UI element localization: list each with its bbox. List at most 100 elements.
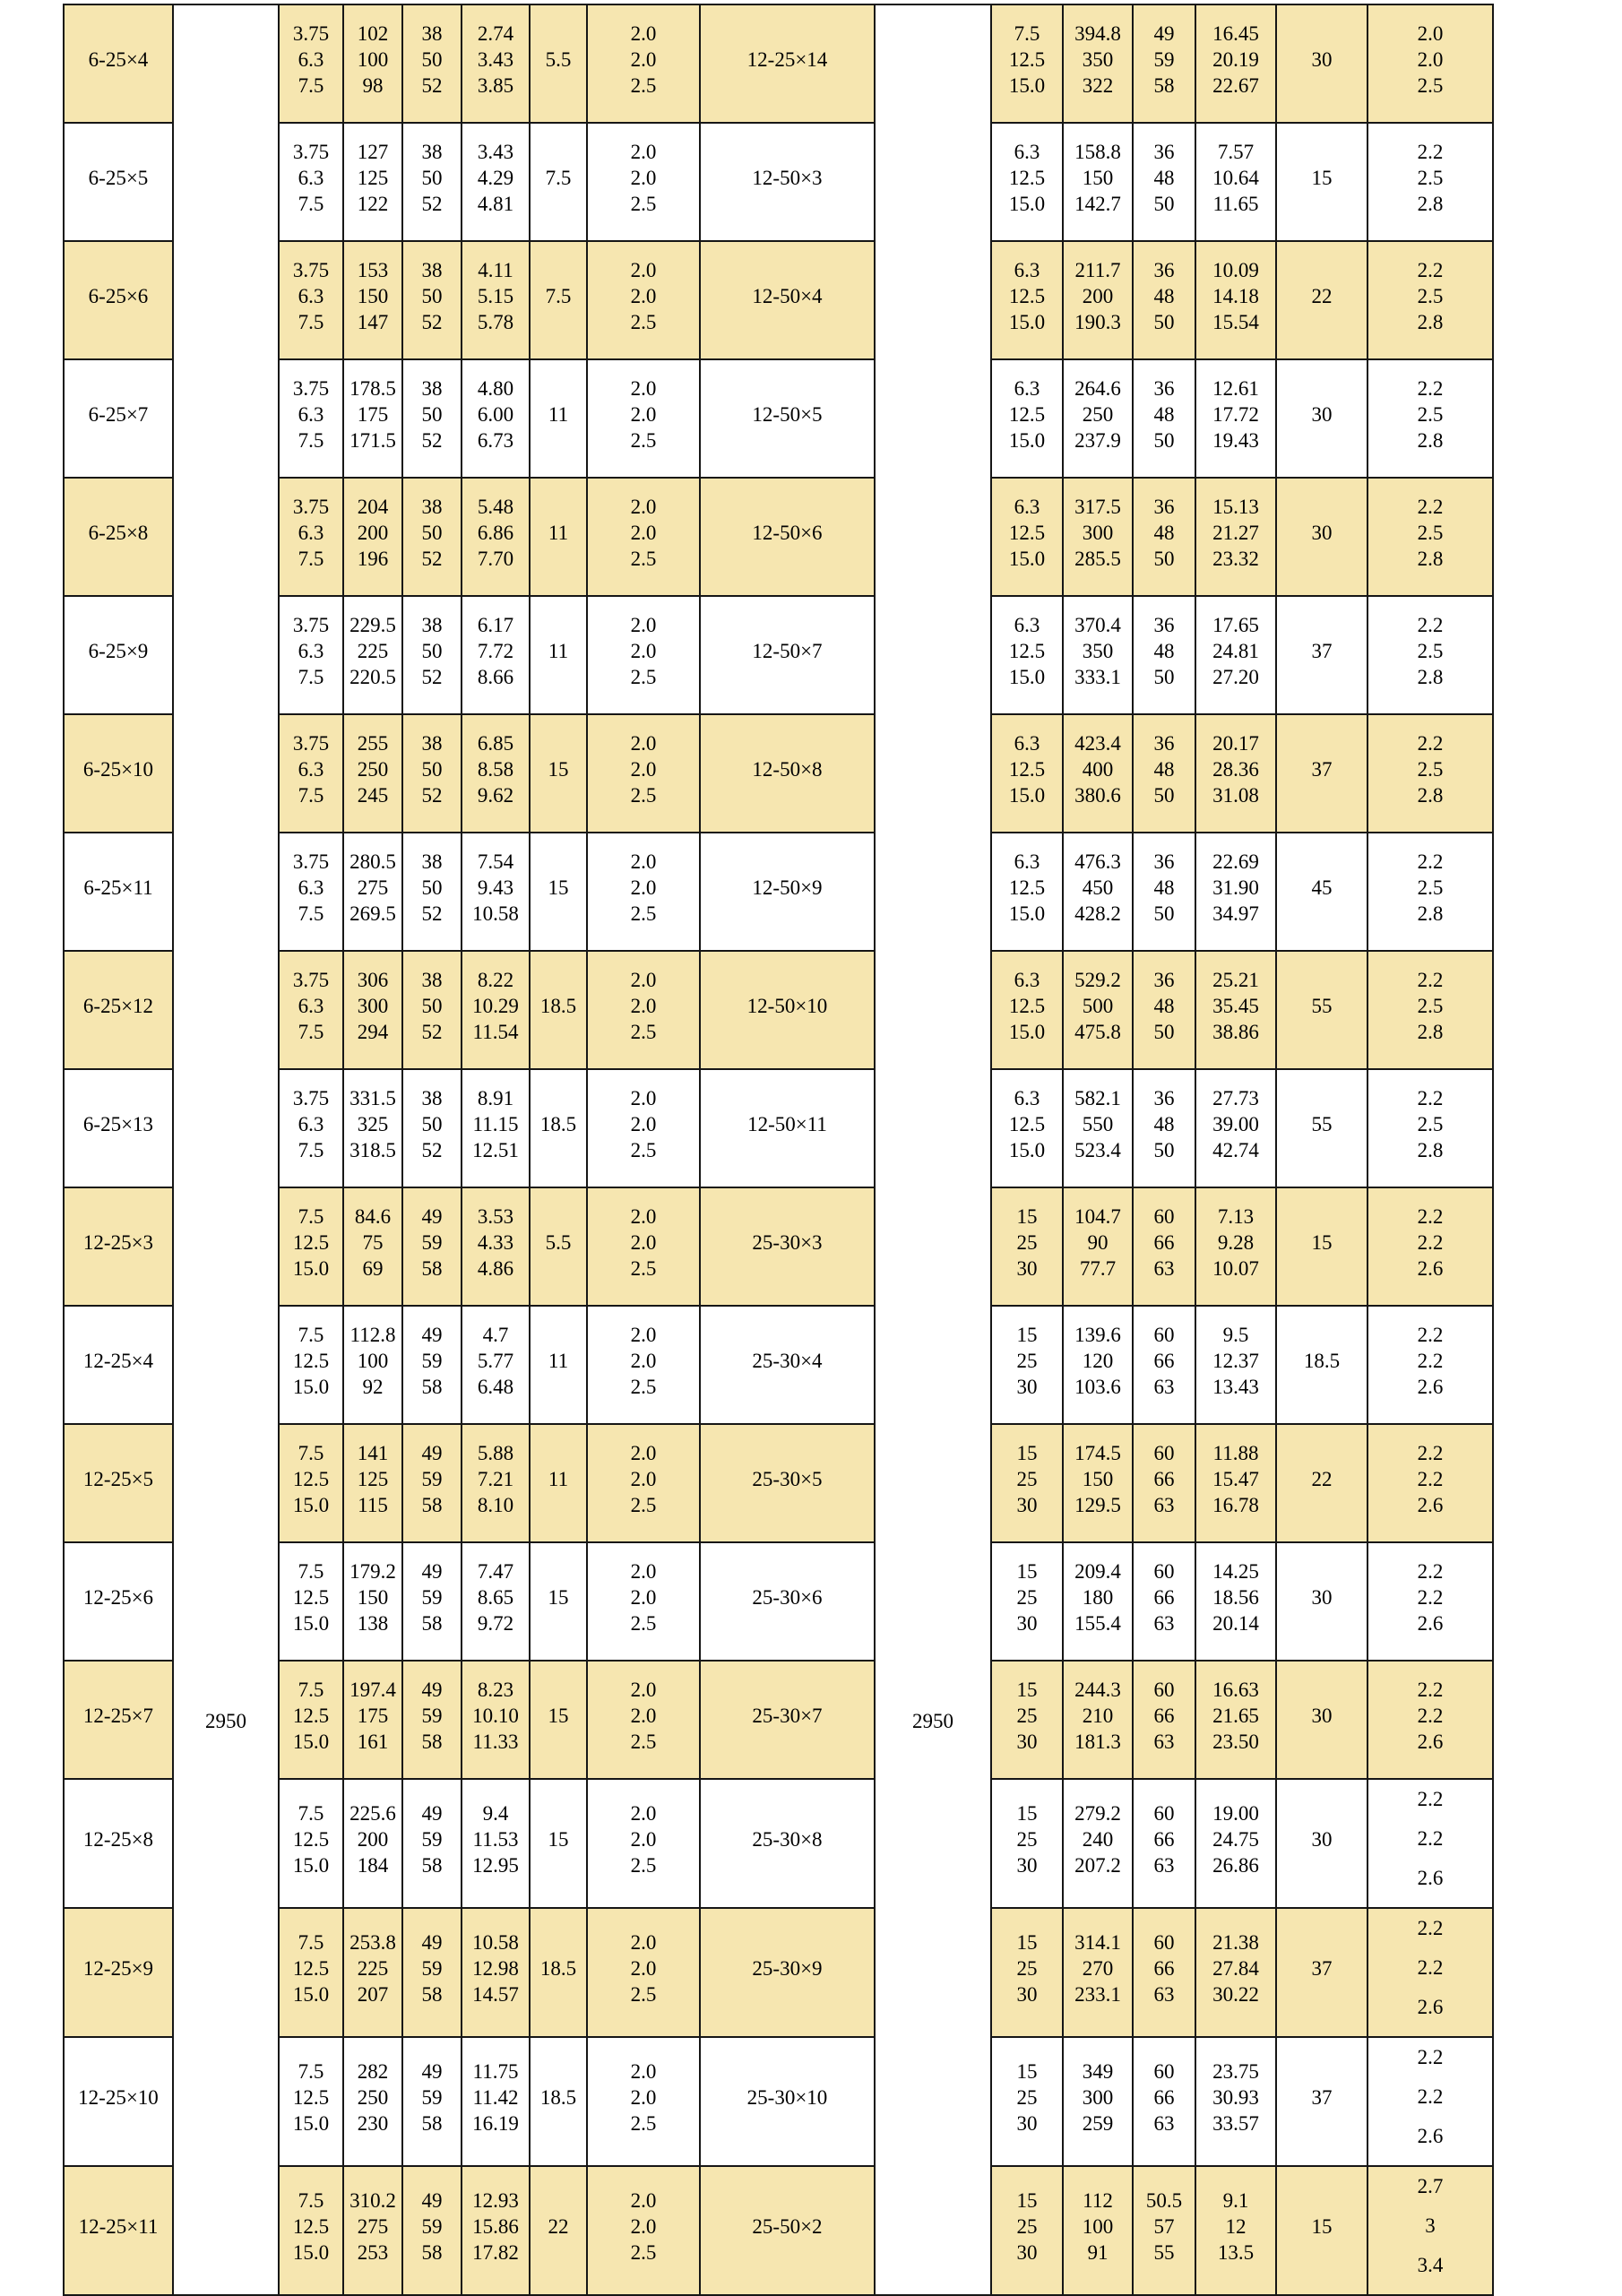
- value-line: 42.74: [1212, 1138, 1259, 1161]
- value-line: 2.2: [1417, 140, 1444, 163]
- npsh-cell: 2.0 2.0 2.5: [586, 1541, 701, 1662]
- value-line: 11.75: [472, 2059, 519, 2083]
- motor-power-cell: 11: [529, 595, 588, 715]
- value-line: 30: [1016, 2240, 1038, 2264]
- power-cell: 10.58 12.98 14.57: [461, 1907, 531, 2038]
- value-line: 60: [1153, 1930, 1175, 1954]
- value-line: 12.93: [472, 2188, 519, 2212]
- value-line: 15.0: [292, 1982, 330, 2006]
- model-cell: 25-30×9: [699, 1907, 876, 2038]
- npsh-cell: 2.0 2.0 2.5: [586, 1068, 701, 1188]
- value-line: 12.5: [1008, 1112, 1046, 1135]
- value-line: 59: [421, 1230, 443, 1254]
- value-line: 2.5: [630, 1611, 657, 1635]
- value-line: 204: [357, 495, 389, 518]
- npsh-cell: 2.0 2.0 2.5: [586, 1660, 701, 1780]
- value-line: 15.0: [292, 2111, 330, 2135]
- value-line: 12.5: [292, 2085, 330, 2109]
- value-line: 2.74: [477, 22, 514, 45]
- value-line: 15.0: [1008, 1020, 1046, 1043]
- value-line: 10.29: [472, 994, 519, 1017]
- flow-cell: 6.3 12.5 15.0: [990, 713, 1064, 833]
- value-line: 3.75: [292, 376, 330, 400]
- value-line: 11.53: [472, 1827, 519, 1851]
- value-line: 2.5: [1417, 876, 1444, 899]
- value-line: 52: [421, 783, 443, 807]
- npsh-cell: 2.0 2.0 2.5: [586, 595, 701, 715]
- value-line: 245: [357, 783, 389, 807]
- value-line: 2.2: [1417, 968, 1444, 991]
- flow-cell: 15 25 30: [990, 1778, 1064, 1909]
- capacity-cell: 127 125 122: [342, 122, 403, 242]
- value-line: 7.54: [477, 850, 514, 873]
- value-line: 59: [421, 1827, 443, 1851]
- value-line: 10.07: [1212, 1256, 1259, 1280]
- value-line: 15.0: [1008, 1138, 1046, 1161]
- speed-value: 2950: [912, 1709, 953, 1732]
- value-line: 196: [357, 547, 389, 570]
- npsh-cell: 2.2 2.5 2.8: [1367, 1068, 1494, 1188]
- value-line: 2.5: [1417, 1112, 1444, 1135]
- head-cell: 60 66 63: [1132, 1778, 1196, 1909]
- value-line: 15: [1016, 1930, 1038, 1954]
- value-line: 2.5: [630, 902, 657, 925]
- head-cell: 49 59 58: [401, 1541, 462, 1662]
- model-cell: 6-25×4: [63, 4, 174, 124]
- value-line: 2.5: [1417, 402, 1444, 426]
- value-line: 9.43: [477, 876, 514, 899]
- table-row: 6-25×6 3.75 6.3 7.5 153 150 147 38 50 52 4.11 5.15 5…: [63, 240, 1494, 360]
- value-line: 2.0: [630, 22, 657, 45]
- value-line: 49: [1153, 22, 1175, 45]
- value-line: 38: [421, 850, 443, 873]
- value-line: 2.0: [630, 47, 657, 71]
- head-cell: 38 50 52: [401, 950, 462, 1070]
- value-line: 38: [421, 258, 443, 281]
- value-line: 4.11: [478, 258, 513, 281]
- value-line: 150: [357, 1585, 389, 1609]
- model-cell: 12-50×9: [699, 832, 876, 952]
- value-line: 2.2: [1417, 1585, 1444, 1609]
- value-line: 161: [357, 1730, 389, 1753]
- value-line: 7.47: [477, 1559, 514, 1583]
- value-line: 12.5: [292, 1230, 330, 1254]
- value-line: 2.5: [1417, 994, 1444, 1017]
- value-line: 158.8: [1074, 140, 1121, 163]
- motor-power-cell: 15: [529, 1660, 588, 1780]
- value-line: 2.0: [630, 140, 657, 163]
- table-row: 6-25×11 3.75 6.3 7.5 280.5 275 269.5 38 50 52 7.54…: [63, 832, 1494, 952]
- capacity-cell: 139.6 120 103.6: [1062, 1305, 1134, 1425]
- value-line: 6.3: [298, 166, 324, 189]
- model-cell: 12-50×5: [699, 358, 876, 479]
- value-line: 30: [1016, 1493, 1038, 1516]
- value-line: 582.1: [1074, 1086, 1121, 1109]
- value-line: 317.5: [1074, 495, 1121, 518]
- value-line: 60: [1153, 1801, 1175, 1825]
- value-line: 500: [1082, 994, 1114, 1017]
- value-line: 63: [1153, 1982, 1175, 2006]
- value-line: 6.3: [298, 47, 324, 71]
- value-line: 181.3: [1074, 1730, 1121, 1753]
- value-line: 7.5: [298, 192, 324, 215]
- value-line: 66: [1153, 1230, 1175, 1254]
- value-line: 38: [421, 613, 443, 636]
- npsh-cell: 2.0 2.0 2.5: [586, 122, 701, 242]
- power-cell: 9.5 12.37 13.43: [1195, 1305, 1277, 1425]
- power-cell: 11.88 15.47 16.78: [1195, 1423, 1277, 1543]
- value-line: 225: [357, 639, 389, 662]
- value-line: 550: [1082, 1112, 1114, 1135]
- value-line: 6.17: [477, 613, 514, 636]
- value-line: 2.2: [1417, 1704, 1444, 1727]
- value-line: 3.75: [292, 140, 330, 163]
- motor-power-cell: 22: [1275, 1423, 1368, 1543]
- value-line: 25: [1016, 1827, 1038, 1851]
- value-line: 6.3: [1014, 1086, 1040, 1109]
- motor-power-cell: 37: [1275, 595, 1368, 715]
- value-line: 2.8: [1417, 428, 1444, 452]
- model-cell: 12-50×10: [699, 950, 876, 1070]
- capacity-cell: 158.8 150 142.7: [1062, 122, 1134, 242]
- value-line: 30: [1016, 1730, 1038, 1753]
- value-line: 2.5: [630, 2111, 657, 2135]
- value-line: 7.5: [298, 428, 324, 452]
- value-line: 30: [1016, 1375, 1038, 1398]
- value-line: 15: [1016, 1441, 1038, 1464]
